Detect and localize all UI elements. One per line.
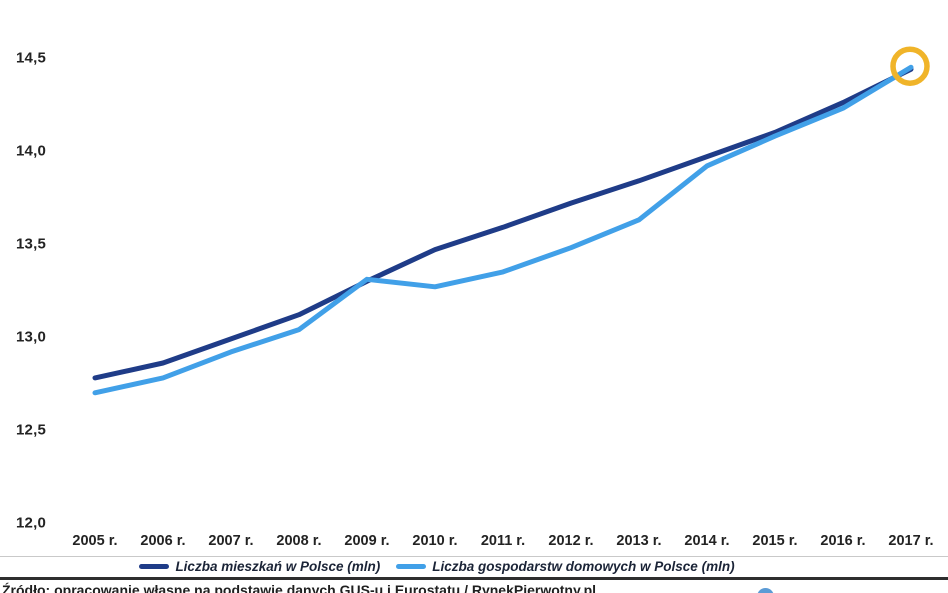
x-tick-label: 2005 r. bbox=[72, 533, 118, 549]
chart-legend: Liczba mieszkań w Polsce (mln) Liczba go… bbox=[0, 559, 911, 574]
source-attribution-text: Źródło: opracowanie własne na podstawie … bbox=[2, 582, 597, 593]
legend-item-households: Liczba gospodarstw domowych w Polsce (ml… bbox=[396, 559, 735, 574]
x-tick-label: 2010 r. bbox=[412, 533, 458, 549]
x-tick-label: 2009 r. bbox=[344, 533, 390, 549]
legend-item-dwellings: Liczba mieszkań w Polsce (mln) bbox=[139, 559, 380, 574]
dwellings-series-marker bbox=[139, 564, 170, 569]
x-tick-label: 2014 r. bbox=[684, 533, 730, 549]
households-series-marker bbox=[396, 564, 427, 569]
legend-label-dwellings: Liczba mieszkań w Polsce (mln) bbox=[175, 559, 381, 574]
legend-top-divider bbox=[0, 556, 948, 557]
highlight-circle-2017 bbox=[890, 46, 930, 86]
x-tick-label: 2013 r. bbox=[616, 533, 662, 549]
x-tick-label: 2012 r. bbox=[548, 533, 594, 549]
x-tick-label: 2011 r. bbox=[480, 533, 526, 549]
x-tick-label: 2017 r. bbox=[888, 533, 934, 549]
y-tick-label: 12,5 bbox=[16, 421, 46, 439]
line-chart-plot-area bbox=[92, 46, 930, 396]
y-tick-label: 14,0 bbox=[16, 142, 46, 160]
y-tick-label: 14,5 bbox=[16, 49, 46, 67]
x-tick-label: 2006 r. bbox=[140, 533, 186, 549]
legend-label-households: Liczba gospodarstw domowych w Polsce (ml… bbox=[432, 559, 735, 574]
x-tick-label: 2016 r. bbox=[820, 533, 866, 549]
series-line-1 bbox=[92, 64, 914, 396]
x-tick-label: 2008 r. bbox=[276, 533, 322, 549]
y-tick-label: 13,0 bbox=[16, 328, 46, 346]
x-tick-label: 2015 r. bbox=[752, 533, 798, 549]
series-line-0 bbox=[92, 66, 914, 381]
x-tick-label: 2007 r. bbox=[208, 533, 254, 549]
rynekpierwotny-logo-fragment bbox=[757, 588, 774, 593]
y-tick-label: 12,0 bbox=[16, 514, 46, 532]
footer-divider bbox=[0, 577, 948, 580]
y-tick-label: 13,5 bbox=[16, 235, 46, 253]
